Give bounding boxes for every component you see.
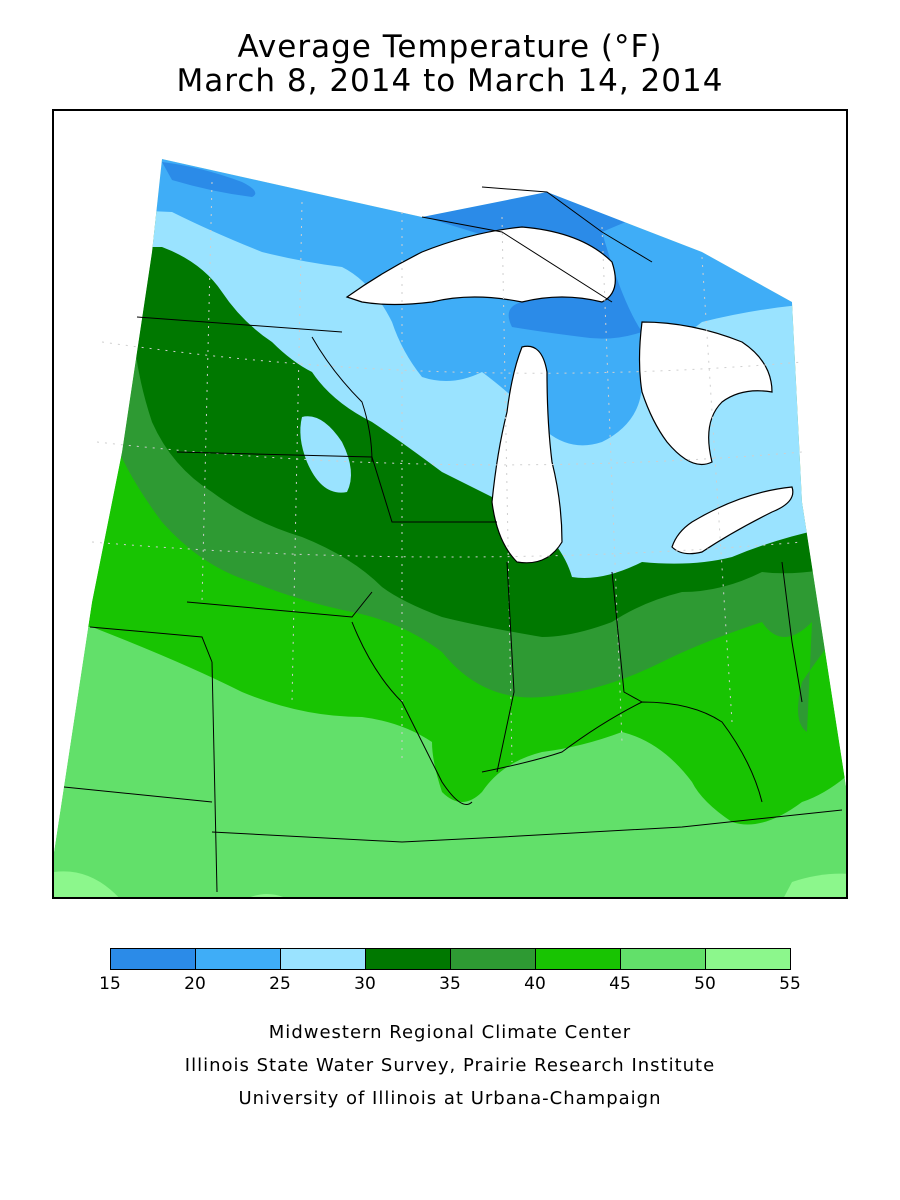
legend-swatch-20-25: [195, 948, 281, 970]
graticule: [91, 181, 803, 763]
iowa-north-line: [176, 451, 497, 523]
wisconsin-mn-line: [311, 336, 373, 463]
band-25-30-pocket: [300, 416, 351, 493]
iowa-south-line: [186, 591, 373, 618]
legend-tick-label: 15: [99, 974, 121, 994]
legend-swatch-40-45: [535, 948, 621, 970]
lake-michigan: [491, 345, 563, 564]
legend-swatch-45-50: [620, 948, 706, 970]
lake-huron: [638, 321, 773, 466]
legend-tick-label: 25: [269, 974, 291, 994]
credit-line-2: Illinois State Water Survey, Prairie Res…: [184, 1055, 716, 1076]
legend-tick-label: 20: [184, 974, 206, 994]
legend-swatch-50-55: [705, 948, 791, 970]
legend-swatch-15-20: [110, 948, 196, 970]
kansas-north-line: [89, 626, 213, 663]
legend-swatch-35-40: [450, 948, 536, 970]
band-50-55-s: [242, 894, 292, 897]
map-date-range: March 8, 2014 to March 14, 2014: [176, 63, 724, 99]
band-50-55-se: [782, 873, 846, 897]
legend-tick-label: 45: [609, 974, 631, 994]
canada-border-east: [481, 186, 653, 263]
ohio-river: [481, 701, 763, 803]
credit-line-1: Midwestern Regional Climate Center: [268, 1022, 632, 1043]
legend-swatch-30-35: [365, 948, 451, 970]
map-panel: [52, 109, 848, 899]
map-title: Average Temperature (°F): [237, 29, 663, 65]
great-lakes: [345, 226, 794, 564]
illinois-indiana-line: [496, 561, 515, 773]
missouri-west-line: [211, 661, 218, 893]
color-legend: [110, 948, 791, 972]
outside-region: [54, 111, 846, 852]
indiana-ohio-line: [611, 571, 643, 703]
band-50-55-sw: [54, 871, 122, 897]
band-15-20-north: [162, 162, 256, 197]
credit-line-3: University of Illinois at Urbana-Champai…: [238, 1088, 662, 1109]
lake-superior: [345, 226, 616, 306]
legend-tick-label: 40: [524, 974, 546, 994]
legend-tick-label: 50: [694, 974, 716, 994]
tennessee-line: [211, 809, 843, 843]
ohio-pa-line: [781, 561, 803, 703]
state-boundaries: [63, 186, 843, 893]
legend-tick-label: 35: [439, 974, 461, 994]
legend-tick-label: 55: [779, 974, 801, 994]
legend-swatch-25-30: [280, 948, 366, 970]
mn-nd-line: [136, 316, 343, 333]
oklahoma-north-line: [63, 786, 213, 803]
lake-erie: [671, 486, 794, 555]
mississippi-river: [351, 621, 473, 805]
temperature-map: [54, 111, 846, 897]
canada-border: [421, 216, 613, 303]
legend-tick-label: 30: [354, 974, 376, 994]
